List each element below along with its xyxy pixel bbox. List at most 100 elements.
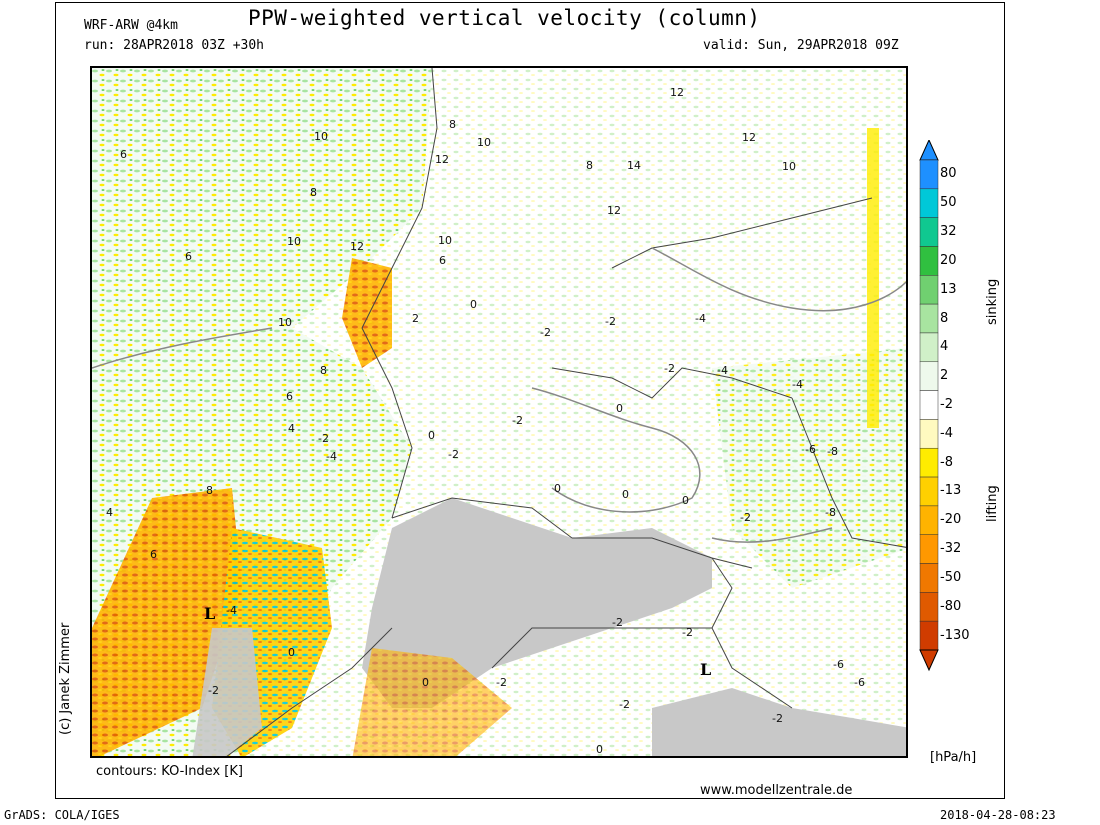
contour-label: -2 <box>540 326 551 339</box>
contours-label: contours: KO-Index [K] <box>96 764 243 779</box>
contour-label: -2 <box>605 315 616 328</box>
contour-label: 12 <box>350 240 364 253</box>
legend-swatch <box>919 534 939 564</box>
legend-swatch <box>919 188 939 218</box>
legend-swatch <box>919 303 939 334</box>
legend-swatch <box>919 246 939 276</box>
model-label: WRF-ARW @4km <box>84 18 178 33</box>
contour-label: 0 <box>470 298 477 311</box>
contour-label: 12 <box>670 86 684 99</box>
contour-label: -2 <box>619 698 630 711</box>
contour-label: 0 <box>596 743 603 756</box>
legend-swatch <box>919 332 939 363</box>
contour-label: -4 <box>695 312 706 325</box>
legend-swatch <box>919 447 939 478</box>
contour-label: 6 <box>185 250 192 263</box>
contour-label: 8 <box>449 118 456 131</box>
contour-label: -8 <box>825 506 836 519</box>
legend-swatch <box>919 361 939 391</box>
sinking-label: sinking <box>985 278 1000 325</box>
contour-label: 0 <box>288 646 295 659</box>
contour-label: -6 <box>805 443 816 456</box>
legend-swatch <box>919 505 939 535</box>
contour-label: 10 <box>278 316 292 329</box>
legend-arrow-bottom <box>919 649 939 672</box>
contour-label: -6 <box>833 658 844 671</box>
contour-label: 6 <box>150 548 157 561</box>
legend-tick-label: 32 <box>940 224 957 240</box>
legend-swatch <box>919 419 939 449</box>
legend-tick-label: 4 <box>940 339 949 355</box>
legend-swatch <box>919 217 939 247</box>
map-graphic <box>92 68 906 756</box>
legend-tick-label: 50 <box>940 195 957 211</box>
contour-label: 12 <box>607 204 621 217</box>
contour-label: 10 <box>314 130 328 143</box>
contour-label: -2 <box>682 626 693 639</box>
legend-swatch <box>919 592 939 622</box>
contour-label: -6 <box>854 676 865 689</box>
legend-tick-label: -130 <box>940 627 970 643</box>
contour-label: -2 <box>772 712 783 725</box>
legend-tick-label: -8 <box>940 454 953 470</box>
legend-arrow-top <box>919 140 939 161</box>
legend-tick-label: -80 <box>940 598 962 614</box>
legend-tick-label: -13 <box>940 483 962 499</box>
legend-swatch <box>919 620 939 651</box>
contour-label: 0 <box>622 488 629 501</box>
legend-unit: [hPa/h] <box>930 750 977 765</box>
legend-tick-label: 8 <box>940 310 949 326</box>
contour-label: 8 <box>586 159 593 172</box>
contour-label: -4 <box>226 604 237 617</box>
contour-label: -2 <box>496 676 507 689</box>
author-credit: (c) Janek Zimmer <box>58 622 73 735</box>
valid-label: valid: Sun, 29APR2018 09Z <box>703 38 899 53</box>
contour-label: 12 <box>435 153 449 166</box>
map-panel: 10 12 8 6 10 12 10 8 12 12 14 12 10 8 6 … <box>90 66 908 758</box>
website-label: www.modellzentrale.de <box>700 783 853 798</box>
contour-label: 10 <box>782 160 796 173</box>
legend-tick-label: 80 <box>940 166 957 182</box>
timestamp-label: 2018-04-28-08:23 <box>940 808 1056 822</box>
contour-label: 0 <box>428 429 435 442</box>
legend-tick-label: 20 <box>940 252 957 268</box>
contour-label: 10 <box>477 136 491 149</box>
legend-swatch <box>919 390 939 420</box>
legend-tick-label: 13 <box>940 281 957 297</box>
contour-label: 10 <box>287 235 301 248</box>
legend-tick-label: -2 <box>940 397 953 412</box>
legend-tick-label: -32 <box>940 541 962 557</box>
contour-label: 6 <box>286 390 293 403</box>
contour-label: -2 <box>208 684 219 697</box>
contour-label: -2 <box>612 616 623 629</box>
run-label: run: 28APR2018 03Z +30h <box>84 38 265 53</box>
contour-label: 8 <box>310 186 317 199</box>
contour-label: -2 <box>512 414 523 427</box>
contour-label: 8 <box>206 484 213 497</box>
contour-label: -2 <box>318 432 329 445</box>
legend-tick-label: -50 <box>940 569 962 585</box>
contour-label: 0 <box>616 402 623 415</box>
grads-label: GrADS: COLA/IGES <box>4 808 120 822</box>
map-title: PPW-weighted vertical velocity (column) <box>248 6 761 30</box>
contour-label: 0 <box>554 482 561 495</box>
contour-label: 8 <box>320 364 327 377</box>
contour-label: -4 <box>717 364 728 377</box>
lifting-label: lifting <box>985 485 1000 522</box>
contour-label: 4 <box>288 422 295 435</box>
contour-label: -2 <box>664 362 675 375</box>
contour-label: 10 <box>438 234 452 247</box>
contour-label: -4 <box>326 450 337 463</box>
contour-label: 6 <box>439 254 446 267</box>
legend-tick-label: -4 <box>940 425 953 441</box>
contour-label: 4 <box>106 506 113 519</box>
figure-frame <box>55 2 1005 799</box>
legend-swatch <box>919 476 939 507</box>
contour-label: -2 <box>740 511 751 524</box>
contour-label: 12 <box>742 131 756 144</box>
contour-label: 2 <box>412 312 419 325</box>
legend-tick-label: -20 <box>940 512 962 528</box>
legend-swatch <box>919 275 939 305</box>
low-pressure-marker: L <box>204 604 216 623</box>
contour-label: 14 <box>627 159 641 172</box>
